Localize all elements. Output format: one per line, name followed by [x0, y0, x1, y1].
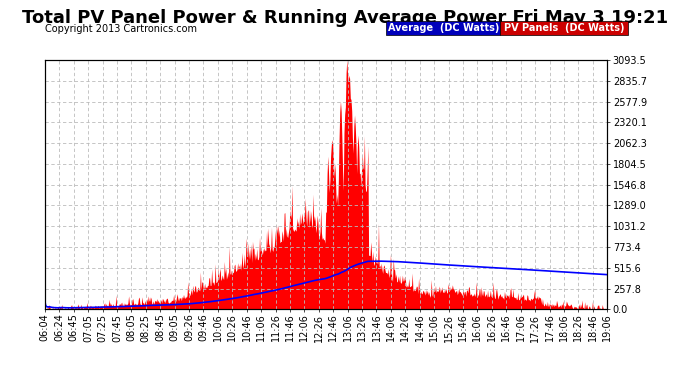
Text: Average  (DC Watts): Average (DC Watts)	[388, 23, 499, 33]
Text: Total PV Panel Power & Running Average Power Fri May 3 19:21: Total PV Panel Power & Running Average P…	[22, 9, 668, 27]
Text: Copyright 2013 Cartronics.com: Copyright 2013 Cartronics.com	[45, 24, 197, 34]
Text: PV Panels  (DC Watts): PV Panels (DC Watts)	[504, 23, 624, 33]
